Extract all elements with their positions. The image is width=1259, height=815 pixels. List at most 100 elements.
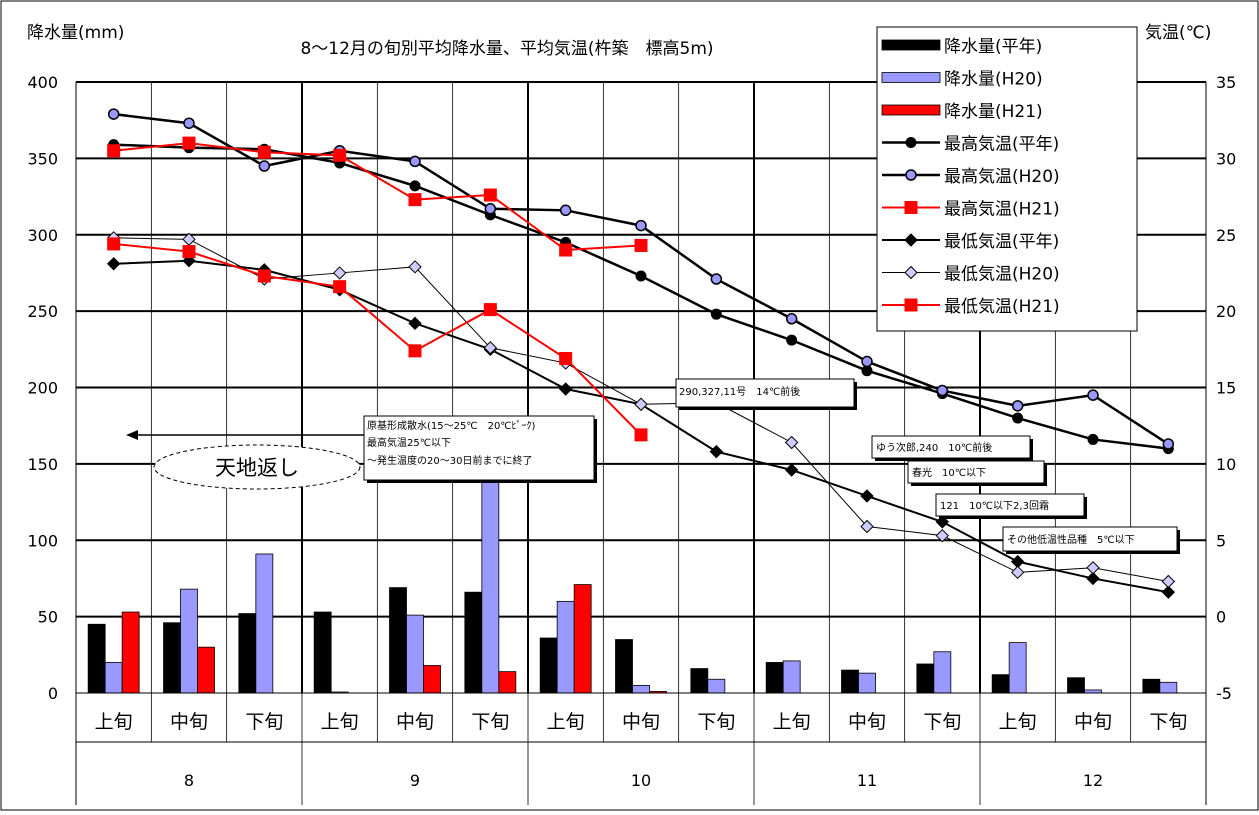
bar: [238, 613, 257, 694]
point: [483, 188, 497, 202]
annotations: 天地返し 原基形成散水(15～25℃ 20℃ﾋﾟｰｸ) 最高気温25℃以下 ～発生温度…: [126, 378, 1180, 554]
point: [107, 237, 121, 251]
category-label: 下旬: [1149, 711, 1187, 733]
point: [904, 265, 918, 280]
point: [409, 155, 421, 168]
bar: [197, 646, 215, 694]
lines: [106, 108, 1176, 599]
point: [784, 463, 799, 477]
point: [258, 160, 271, 172]
point: [1161, 585, 1176, 599]
category-label: 上旬: [547, 711, 585, 733]
point: [936, 384, 949, 397]
point: [559, 243, 573, 257]
category-label: 下旬: [697, 711, 735, 733]
point: [860, 519, 874, 534]
month-label: 10: [631, 771, 651, 790]
category-label: 上旬: [321, 711, 359, 733]
category-label: 下旬: [245, 711, 283, 733]
bar: [933, 651, 952, 694]
point: [635, 219, 647, 232]
axes: 0 -5 50 0 100 5 150 10 200 15 250 20 300 25 350 30 400 35…: [27, 73, 1236, 805]
legend: 降水量(平年) 降水量(H20) 降水量(H21) 最高気温(平年) 最高気温(H20)…: [876, 26, 1138, 332]
point: [634, 428, 648, 442]
point: [905, 137, 917, 148]
series-line: [113, 142, 642, 252]
point: [1087, 433, 1099, 445]
tenchi-ellipse: [153, 444, 361, 490]
legend-swatch: [881, 72, 941, 83]
point: [634, 397, 648, 412]
bar: [389, 587, 407, 694]
point: [784, 435, 799, 450]
legend-label: 最高気温(平年): [944, 135, 1059, 155]
point: [1087, 389, 1099, 401]
bar: [180, 588, 198, 694]
right-tick-label: 10: [1216, 455, 1236, 474]
bar: [991, 674, 1010, 694]
right-tick-label: 5: [1216, 531, 1226, 550]
tenchi-label: 天地返し: [215, 456, 299, 480]
bar: [690, 668, 709, 694]
other-box: [1002, 526, 1178, 552]
point: [333, 148, 347, 162]
point: [408, 260, 422, 274]
category-label: 中旬: [622, 711, 660, 733]
point: [1011, 400, 1024, 412]
v121-text: 121 10℃以下2,3回霜: [940, 500, 1049, 512]
v290-text: 290,327,11号 14℃前後: [679, 385, 800, 398]
legend-swatch: [881, 39, 941, 51]
point: [710, 308, 722, 320]
category-label: 下旬: [923, 711, 961, 733]
bar: [556, 600, 575, 694]
point: [860, 489, 874, 503]
bar: [121, 611, 140, 694]
yuu-text: ゆう次郎,240 10℃前後: [876, 441, 992, 454]
point: [408, 193, 422, 207]
bar: [707, 678, 726, 694]
v290-box: [675, 378, 855, 408]
point: [333, 280, 347, 294]
right-tick-label: -5: [1216, 684, 1232, 703]
left-axis-label: 降水量(mm): [27, 23, 124, 43]
genki-box: [363, 415, 595, 481]
bar: [916, 663, 935, 694]
genki-text: 最高気温25℃以下: [367, 436, 451, 449]
bar: [464, 591, 483, 694]
point: [935, 528, 950, 543]
left-tick-label: 200: [27, 379, 58, 398]
point: [483, 341, 498, 355]
point: [484, 203, 497, 215]
bar: [782, 660, 801, 694]
bars: [87, 471, 1178, 694]
bar: [858, 672, 876, 694]
category-label: 上旬: [95, 711, 133, 733]
left-tick-label: 0: [48, 684, 58, 703]
left-tick-label: 50: [38, 608, 58, 627]
category-label: 中旬: [848, 711, 886, 733]
legend-label: 最低気温(H20): [944, 265, 1060, 285]
category-label: 中旬: [396, 711, 434, 733]
left-tick-label: 300: [27, 226, 58, 245]
point: [786, 334, 798, 346]
month-label: 11: [857, 771, 877, 790]
point: [904, 233, 918, 247]
bar: [841, 669, 859, 694]
left-tick-label: 150: [27, 455, 58, 474]
v121-box: [935, 493, 1085, 517]
point: [709, 444, 724, 459]
genki-text: 原基形成散水(15～25℃ 20℃ﾋﾟｰｸ): [367, 419, 536, 432]
legend-label: 降水量(平年): [944, 37, 1042, 57]
legend-label: 最高気温(H20): [944, 167, 1060, 187]
left-tick-label: 400: [27, 73, 58, 92]
point: [1086, 571, 1100, 586]
shun-box: [907, 460, 1045, 484]
bar: [1159, 681, 1178, 694]
left-tick-label: 350: [27, 149, 58, 168]
point: [634, 238, 648, 252]
left-tick-label: 100: [27, 531, 58, 550]
bar: [1067, 677, 1085, 694]
right-tick-label: 0: [1216, 608, 1226, 627]
bar: [498, 671, 517, 694]
